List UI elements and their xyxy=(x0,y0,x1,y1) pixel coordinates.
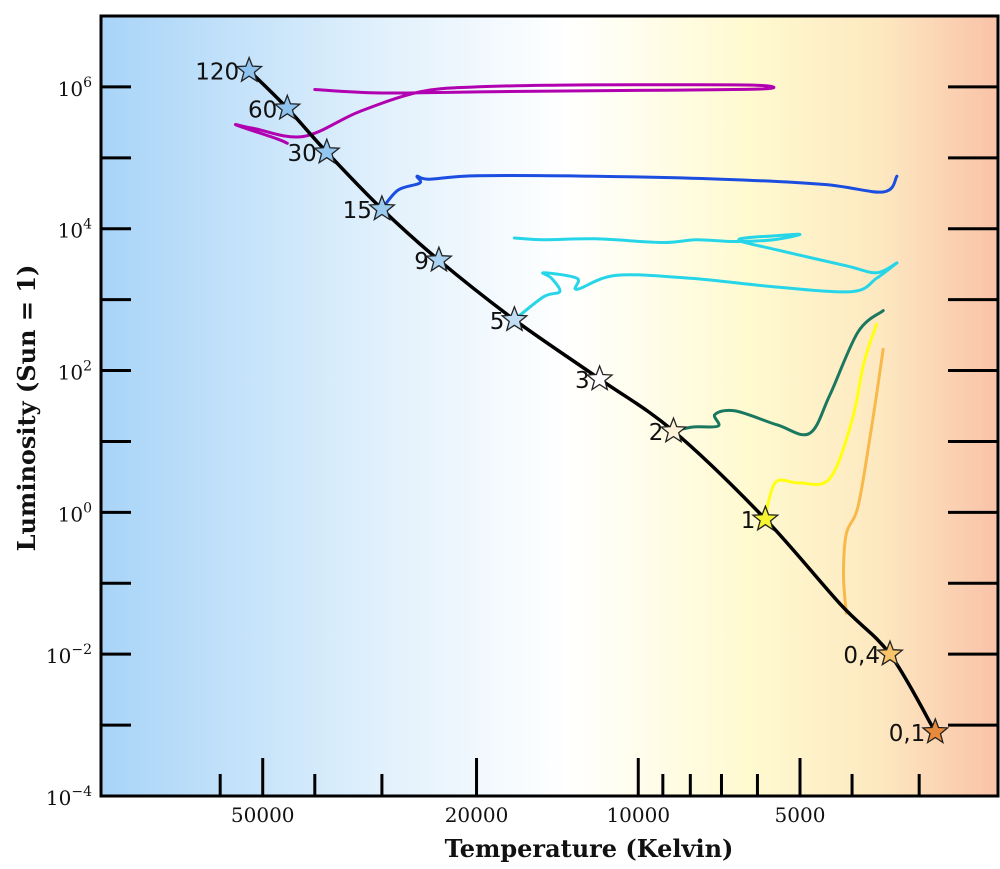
mass-label-30: 30 xyxy=(287,141,316,167)
star-marker-120 xyxy=(235,55,264,83)
track-1 xyxy=(763,322,879,521)
star-marker-0-4 xyxy=(875,639,905,667)
x-axis-title: Temperature (Kelvin) xyxy=(445,834,734,863)
y-axis-title: Luminosity (Sun = 1) xyxy=(12,265,41,552)
star-marker-60 xyxy=(273,93,302,121)
star-marker-0-1 xyxy=(921,717,950,744)
y-tick-label: 100 xyxy=(58,500,92,526)
star-marker-1 xyxy=(751,504,780,532)
mass-label-60: 60 xyxy=(248,97,277,123)
track-15 xyxy=(380,173,899,211)
x-tick-label: 20000 xyxy=(445,803,509,827)
track-9 xyxy=(512,232,899,275)
star-marker-3 xyxy=(585,364,614,391)
x-tick-label: 10000 xyxy=(606,803,670,827)
star-marker-9 xyxy=(424,245,454,273)
track-120 xyxy=(233,83,776,145)
mass-label-1: 1 xyxy=(741,508,756,534)
y-tick-labels: 106 104 102 100 10−2 10−4 xyxy=(46,75,92,810)
mass-label-0-1: 0,1 xyxy=(889,721,926,747)
track-2 xyxy=(672,309,885,437)
mass-label-5: 5 xyxy=(490,309,505,335)
star-marker-15 xyxy=(367,194,397,221)
x-tick-label: 5000 xyxy=(775,803,826,827)
mass-label-2: 2 xyxy=(649,420,664,446)
y-tick-label: 102 xyxy=(58,359,92,385)
mass-label-9: 9 xyxy=(414,249,429,275)
mass-label-120: 120 xyxy=(195,60,239,86)
track-5 xyxy=(512,261,899,322)
x-tick-labels: 50000 20000 10000 5000 xyxy=(231,803,826,827)
mass-label-15: 15 xyxy=(343,198,372,224)
y-tick-label: 10−2 xyxy=(46,642,92,668)
mass-stars: 120 60 30 15 9 5 3 2 1 0,4 0,1 xyxy=(195,55,950,747)
y-tick-label: 104 xyxy=(58,217,92,243)
x-tick-label: 50000 xyxy=(231,803,295,827)
star-marker-5 xyxy=(500,304,529,332)
star-marker-30 xyxy=(312,137,341,165)
plot-frame xyxy=(99,14,1000,798)
plot-background xyxy=(101,16,998,796)
star-marker-2 xyxy=(659,416,688,444)
mass-label-0-4: 0,4 xyxy=(843,643,880,669)
mass-label-3: 3 xyxy=(575,368,590,394)
y-tick-label: 106 xyxy=(58,75,92,101)
axis-ticks xyxy=(101,85,998,796)
evolutionary-tracks xyxy=(233,83,899,615)
y-tick-label: 10−4 xyxy=(46,784,92,810)
track-0-4 xyxy=(842,347,885,615)
